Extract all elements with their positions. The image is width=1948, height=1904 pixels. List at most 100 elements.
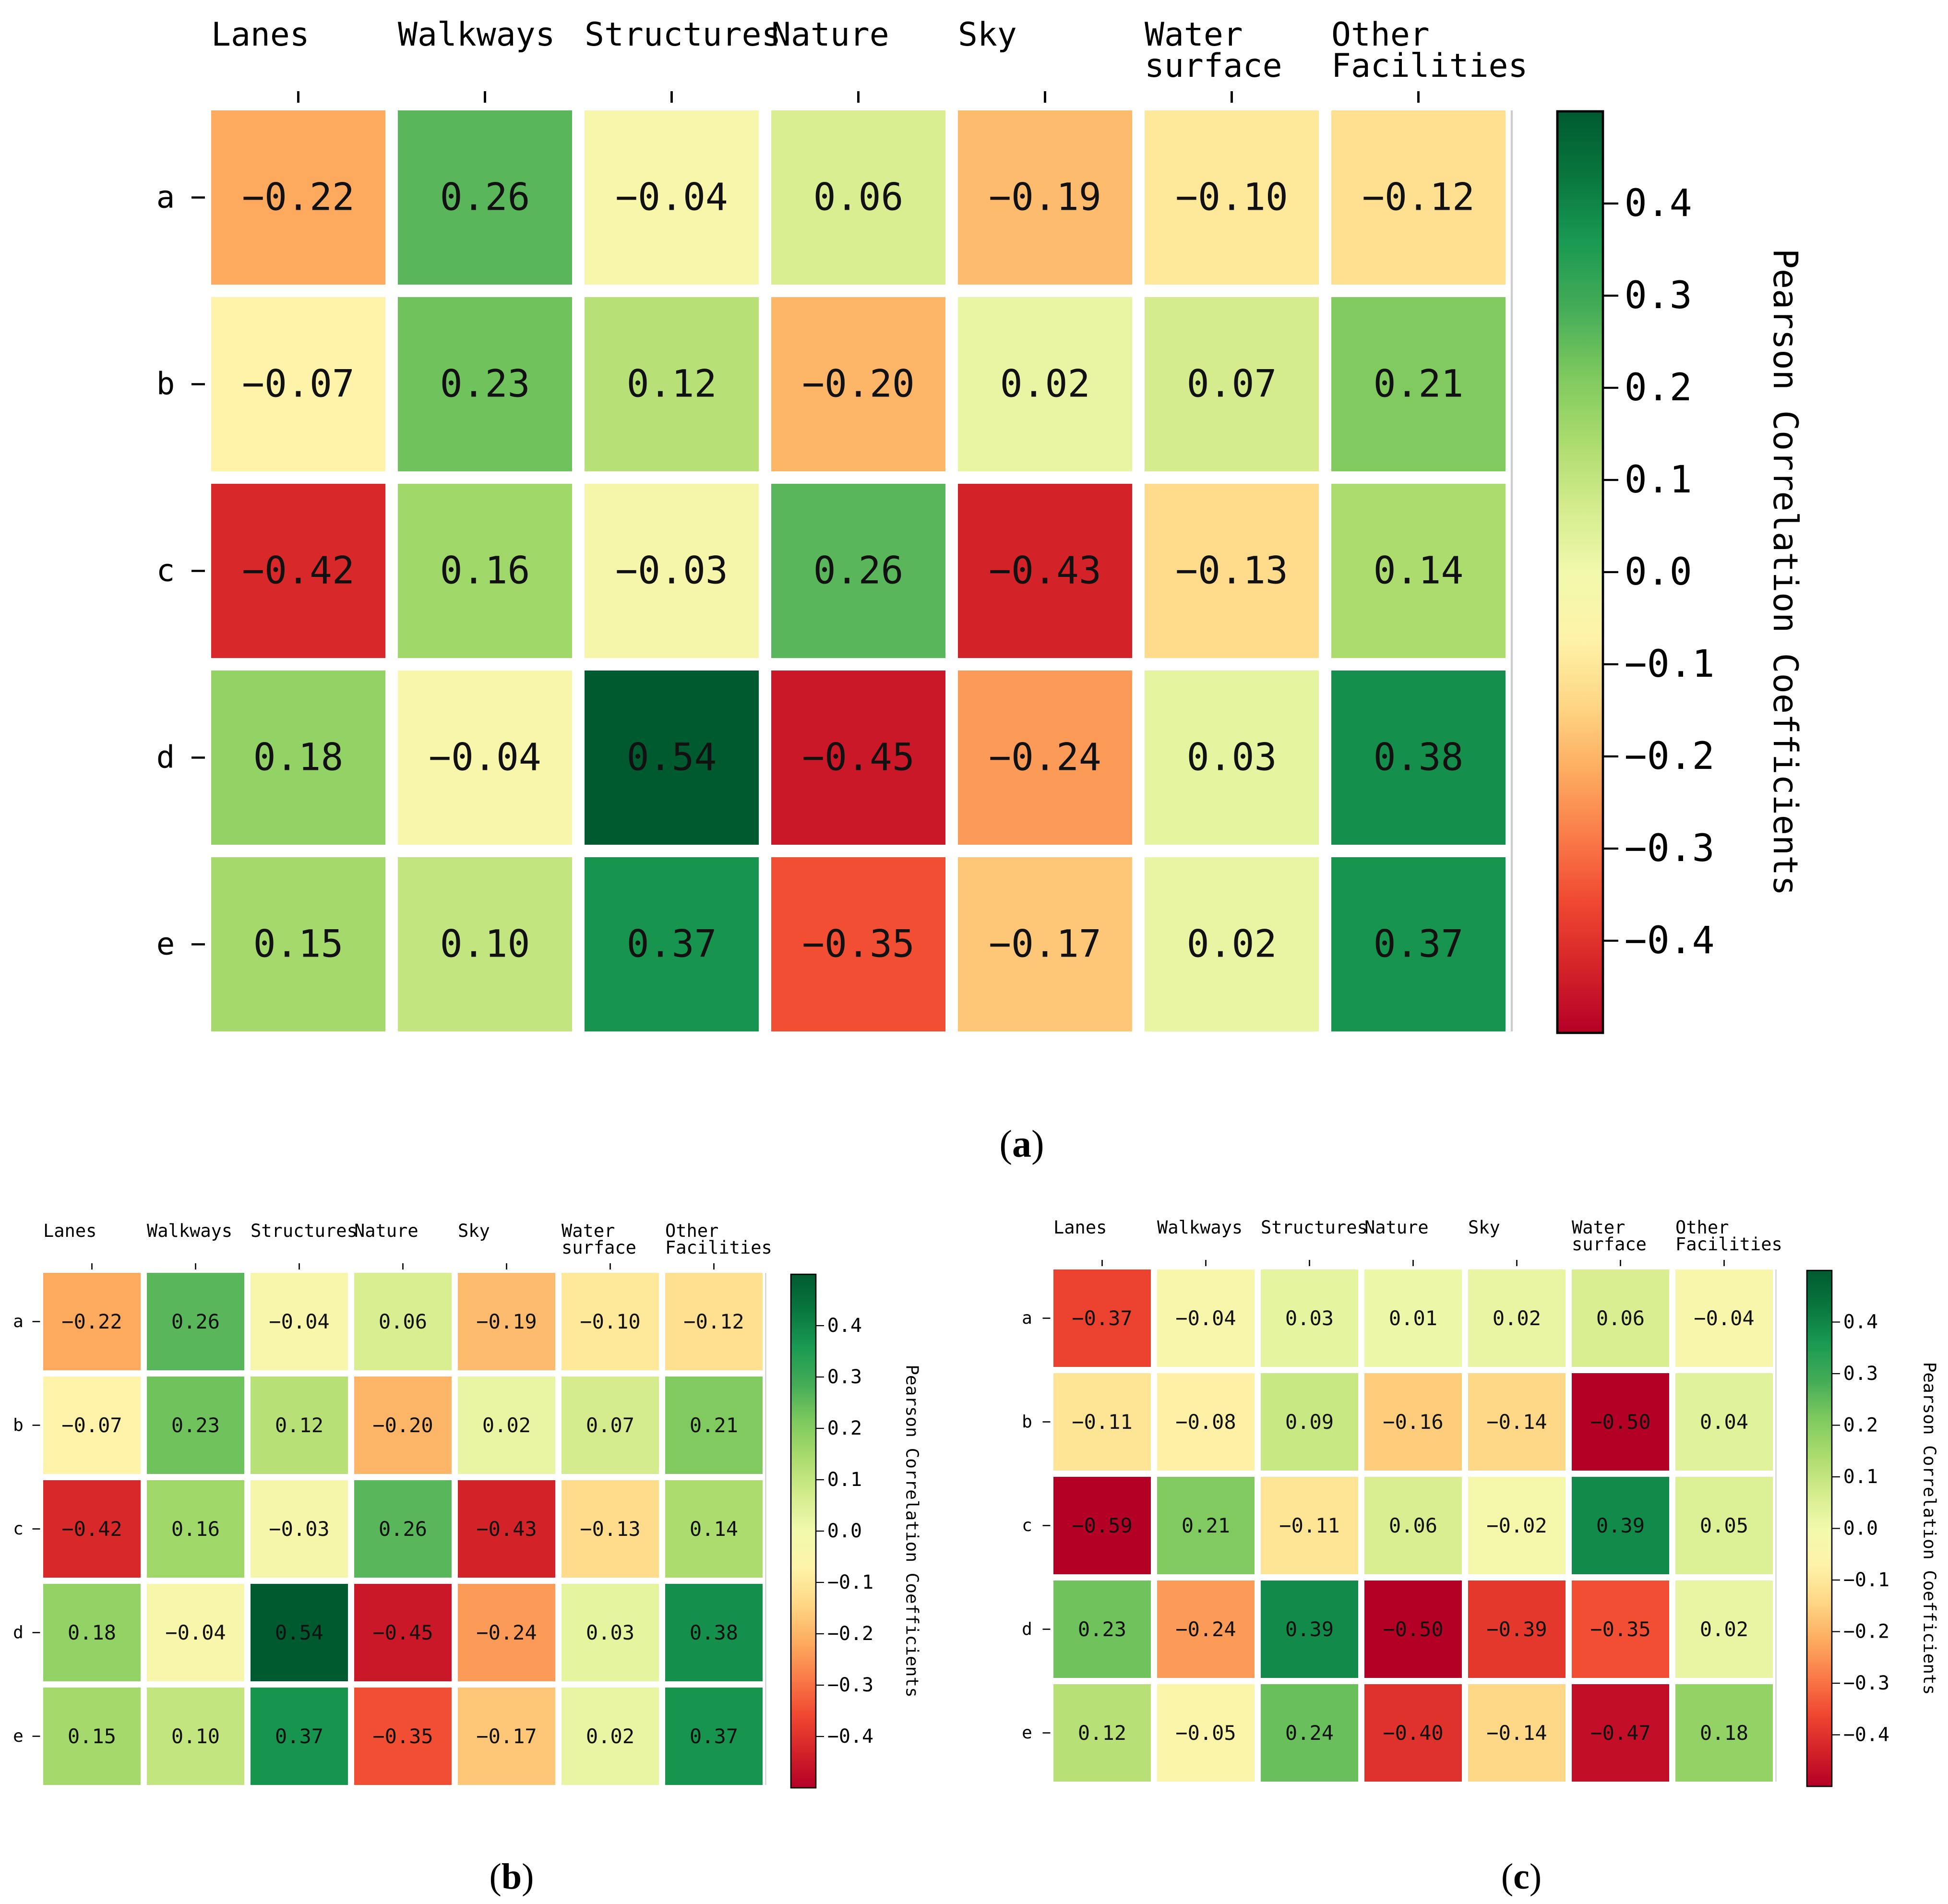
cell-value-label: −0.37 bbox=[1072, 1306, 1132, 1330]
cell-value-label: −0.17 bbox=[476, 1724, 537, 1748]
colorbar-label: Pearson Correlation Coefficients bbox=[1766, 249, 1805, 896]
heatmap-cell bbox=[771, 671, 945, 845]
heatmap-cell bbox=[562, 1480, 659, 1578]
heatmap-cell bbox=[771, 110, 945, 285]
heatmap-cell bbox=[665, 1688, 763, 1785]
heatmap-cell bbox=[43, 1584, 141, 1681]
heatmap-cell bbox=[585, 110, 759, 285]
cell-value-label: 0.07 bbox=[586, 1413, 634, 1437]
heatmap-cell bbox=[251, 1273, 348, 1370]
colorbar-tick-label: −0.3 bbox=[1625, 827, 1715, 870]
cell-value-label: −0.17 bbox=[989, 923, 1101, 966]
cell-value-label: −0.14 bbox=[1486, 1721, 1547, 1745]
heatmap-cell bbox=[1053, 1477, 1151, 1574]
heatmap-cell bbox=[458, 1688, 555, 1785]
cell-value-label: −0.24 bbox=[476, 1621, 537, 1644]
cell-value-label: −0.20 bbox=[802, 363, 915, 406]
cell-value-label: 0.15 bbox=[68, 1724, 116, 1748]
cell-value-label: −0.02 bbox=[1486, 1514, 1547, 1537]
y-axis-label: e bbox=[156, 927, 175, 962]
heatmap-cell bbox=[147, 1377, 244, 1474]
y-axis-label: e bbox=[1022, 1723, 1032, 1743]
cell-value-label: 0.04 bbox=[1700, 1410, 1748, 1434]
colorbar-tick-label: −0.4 bbox=[827, 1725, 873, 1748]
heatmap-cell bbox=[1572, 1269, 1669, 1367]
cell-value-label: −0.04 bbox=[165, 1621, 226, 1644]
heatmap-cell bbox=[251, 1480, 348, 1578]
x-axis-label: Water bbox=[1572, 1217, 1625, 1238]
heatmap-cell bbox=[1157, 1684, 1255, 1782]
cell-value-label: −0.35 bbox=[802, 923, 915, 966]
heatmap-cell bbox=[1053, 1269, 1151, 1367]
cell-value-label: −0.50 bbox=[1383, 1617, 1443, 1641]
y-axis-label: e bbox=[13, 1726, 24, 1746]
cell-value-label: −0.07 bbox=[61, 1413, 122, 1437]
heatmap-cell bbox=[1053, 1684, 1151, 1782]
heatmap-cell bbox=[147, 1480, 244, 1578]
x-axis-label: Sky bbox=[458, 1221, 490, 1241]
cell-value-label: −0.08 bbox=[1175, 1410, 1236, 1434]
cell-value-label: −0.19 bbox=[989, 176, 1101, 219]
heatmap-cell bbox=[1468, 1581, 1566, 1678]
cell-value-label: −0.11 bbox=[1279, 1514, 1339, 1537]
cell-value-label: −0.19 bbox=[476, 1310, 537, 1333]
heatmap-cell bbox=[354, 1584, 452, 1681]
heatmap-cell bbox=[585, 297, 759, 471]
cell-value-label: 0.02 bbox=[1493, 1306, 1541, 1330]
cell-value-label: 0.10 bbox=[440, 923, 530, 966]
y-axis-label: b bbox=[156, 367, 175, 402]
x-axis-label: Structures bbox=[1261, 1217, 1368, 1238]
heatmap-cell bbox=[398, 297, 572, 471]
heatmap-cell bbox=[1145, 671, 1319, 845]
colorbar-tick-label: −0.4 bbox=[1625, 919, 1715, 962]
y-axis-label: d bbox=[13, 1623, 24, 1642]
colorbar bbox=[1806, 1269, 1833, 1787]
cell-value-label: 0.14 bbox=[690, 1517, 738, 1541]
heatmap-cell bbox=[958, 484, 1132, 658]
x-axis-label: Sky bbox=[1468, 1217, 1500, 1238]
cell-value-label: 0.21 bbox=[1182, 1514, 1230, 1537]
heatmap-cell bbox=[1053, 1581, 1151, 1678]
cell-value-label: 0.23 bbox=[171, 1413, 220, 1437]
colorbar-tick-label: 0.3 bbox=[1625, 274, 1692, 317]
y-axis-label: b bbox=[13, 1415, 24, 1435]
cell-value-label: 0.06 bbox=[1389, 1514, 1437, 1537]
cell-value-label: 0.54 bbox=[275, 1621, 323, 1644]
x-axis-label: Structures bbox=[585, 16, 781, 54]
x-axis-label: surface bbox=[562, 1237, 636, 1258]
panel-caption: (b) bbox=[490, 1856, 534, 1897]
heatmap-cell bbox=[211, 297, 385, 471]
colorbar-tick-label: −0.2 bbox=[827, 1623, 873, 1645]
heatmap-cell bbox=[958, 110, 1132, 285]
cell-value-label: 0.26 bbox=[813, 550, 904, 593]
heatmap-cell bbox=[1157, 1373, 1255, 1471]
x-axis-label: Other bbox=[1331, 16, 1430, 54]
heatmap-panel-c: −0.37 −0.04 0.03 0.01 0.02 0.06 −0.04 −0.11 −0.0… bbox=[1022, 1217, 1939, 1897]
colorbar-tick-label: −0.1 bbox=[827, 1571, 873, 1593]
cell-value-label: 0.06 bbox=[379, 1310, 427, 1333]
heatmap-cell bbox=[211, 857, 385, 1031]
cell-value-label: −0.45 bbox=[802, 736, 915, 779]
heatmap-cell bbox=[1675, 1373, 1773, 1471]
x-axis-label: Facilities bbox=[665, 1237, 772, 1258]
heatmap-cell bbox=[1572, 1684, 1669, 1782]
heatmap-cell bbox=[43, 1480, 141, 1578]
heatmap-cell bbox=[147, 1584, 244, 1681]
heatmap-cell bbox=[354, 1480, 452, 1578]
heatmap-cell bbox=[354, 1377, 452, 1474]
heatmap-cell bbox=[458, 1480, 555, 1578]
x-axis-label: Walkways bbox=[147, 1221, 232, 1241]
heatmap-cell bbox=[1675, 1269, 1773, 1367]
heatmap-cell bbox=[43, 1377, 141, 1474]
x-axis-label: Other bbox=[665, 1221, 718, 1241]
y-axis-label: b bbox=[1022, 1412, 1032, 1432]
cell-value-label: 0.03 bbox=[1187, 736, 1277, 779]
heatmap-cell bbox=[1468, 1477, 1566, 1574]
colorbar-tick-label: −0.3 bbox=[827, 1674, 873, 1696]
x-axis-label: Lanes bbox=[211, 16, 310, 54]
cell-value-label: 0.01 bbox=[1389, 1306, 1437, 1330]
heatmap-cell bbox=[1261, 1581, 1358, 1678]
cell-value-label: 0.06 bbox=[813, 176, 904, 219]
heatmap-cell bbox=[1364, 1269, 1462, 1367]
